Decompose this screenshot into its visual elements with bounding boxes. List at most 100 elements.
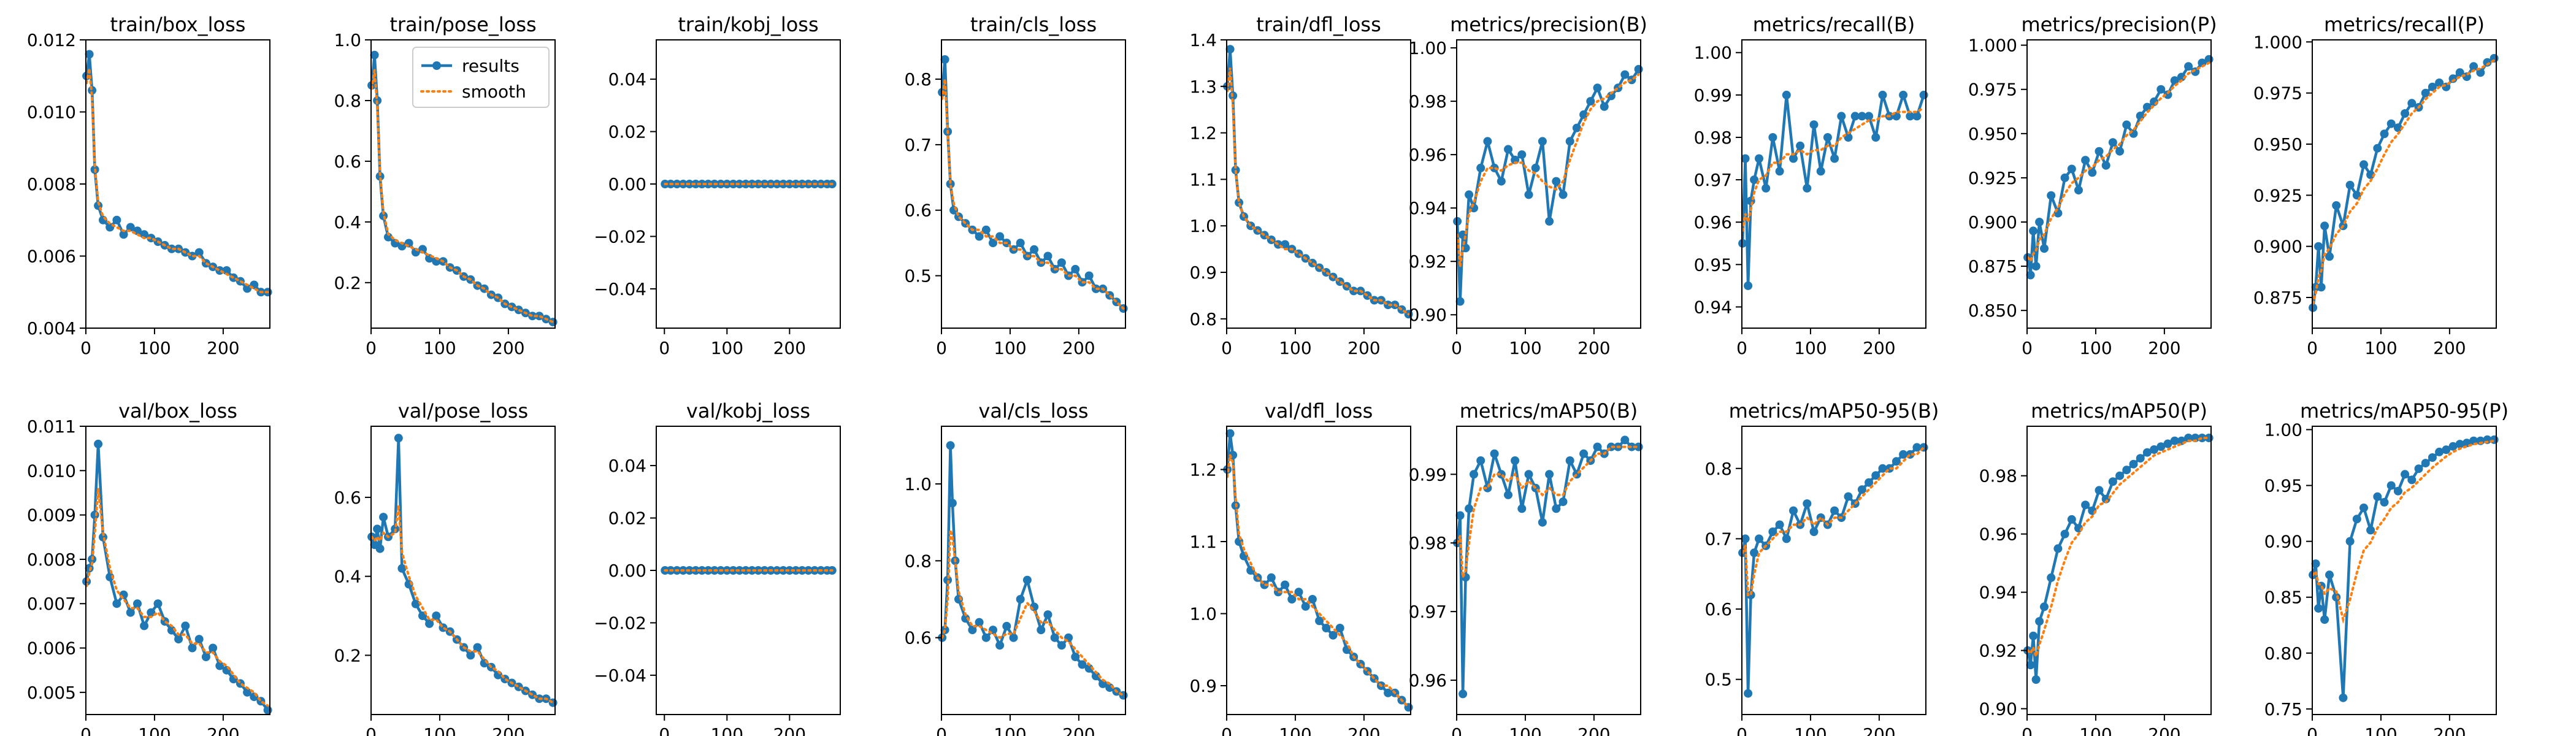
data-point	[112, 599, 121, 608]
data-point	[375, 544, 385, 553]
x-tick-label: 0	[2307, 338, 2318, 358]
data-point	[2435, 447, 2444, 456]
y-tick-label: 1.000	[1968, 36, 2017, 56]
panel-title: metrics/precision(P)	[2021, 13, 2217, 36]
data-point	[2035, 617, 2044, 626]
data-point	[1899, 450, 1908, 459]
data-point	[948, 499, 957, 508]
data-point	[188, 643, 197, 653]
y-tick-label: 1.3	[1189, 77, 1217, 97]
series-line-smooth	[2026, 61, 2210, 264]
y-tick-label: 0.4	[334, 567, 361, 587]
data-point	[153, 599, 163, 608]
data-point	[1078, 660, 1087, 669]
x-tick-label: 0	[366, 724, 377, 736]
data-point	[2040, 244, 2049, 253]
data-point	[105, 572, 115, 581]
data-point	[2380, 129, 2389, 139]
series-line-smooth	[1226, 67, 1410, 316]
x-tick-label: 200	[2148, 724, 2180, 736]
data-point	[1050, 633, 1059, 642]
series-line-results	[1225, 47, 1409, 316]
data-point	[2407, 99, 2417, 108]
legend-box	[412, 47, 550, 108]
data-point	[2088, 168, 2097, 177]
panel-title: val/cls_loss	[978, 399, 1088, 423]
data-point	[1558, 497, 1568, 507]
data-point	[2101, 161, 2110, 170]
data-point	[975, 232, 984, 241]
data-point	[2081, 500, 2090, 510]
y-tick-label: 0.950	[2253, 134, 2302, 155]
series-line-results	[85, 53, 268, 294]
data-point	[2309, 303, 2318, 312]
data-point	[367, 81, 377, 90]
series-line-results	[940, 58, 1125, 310]
y-tick-label: 0.900	[1968, 212, 2017, 232]
series-line-results	[1741, 93, 1925, 288]
y-tick-label: 0.95	[1694, 255, 1732, 275]
data-point	[1871, 471, 1880, 480]
x-tick-label: 100	[2364, 338, 2397, 358]
x-tick-label: 0	[1451, 338, 1462, 358]
y-tick-label: −0.04	[594, 665, 646, 686]
series-line-smooth	[2026, 437, 2210, 661]
x-tick-label: 0	[659, 724, 670, 736]
data-point	[2407, 475, 2417, 485]
data-point	[2332, 592, 2341, 602]
data-point	[2373, 492, 2382, 501]
axes-frame	[1226, 426, 1411, 715]
y-tick-label: 0.005	[27, 683, 76, 703]
data-point	[411, 599, 420, 608]
x-tick-label: 200	[1062, 338, 1095, 358]
x-tick-label: 0	[2307, 724, 2318, 736]
x-tick-label: 100	[1279, 724, 1311, 736]
series-line-smooth	[941, 79, 1125, 310]
y-tick-label: 0.8	[1704, 459, 1732, 479]
x-tick-label: 0	[1221, 338, 1232, 358]
data-point	[548, 698, 558, 707]
data-point	[2320, 221, 2329, 231]
y-tick-label: 0.94	[1409, 198, 1447, 218]
data-point	[791, 566, 800, 575]
axes-frame	[2026, 426, 2212, 715]
data-point	[201, 653, 210, 661]
data-point	[2380, 497, 2389, 507]
data-point	[1850, 112, 1860, 121]
panel-val-kobj-loss: val/kobj_loss 0 100 200 −0.04 −0.02 0.00 0.02 0.…	[594, 399, 841, 736]
data-point	[1091, 672, 1100, 681]
y-tick-label: 0.4	[334, 212, 361, 232]
data-point	[2122, 120, 2131, 129]
data-point	[2108, 138, 2117, 147]
data-point	[1322, 624, 1331, 632]
x-tick-label: 100	[711, 724, 743, 736]
data-point	[119, 230, 128, 239]
panel-title: train/pose_loss	[389, 13, 536, 36]
data-point	[1552, 177, 1561, 186]
data-point	[995, 232, 1005, 241]
panel-title: metrics/mAP50-95(B)	[1729, 399, 1939, 423]
data-point	[2095, 147, 2104, 156]
legend-label-smooth: smooth	[462, 82, 526, 102]
data-point	[126, 223, 135, 232]
data-point	[1782, 534, 1791, 543]
data-point	[2366, 526, 2375, 535]
y-tick-label: 0.8	[1189, 309, 1217, 329]
series-line-smooth	[1741, 106, 1925, 232]
y-tick-label: 0.90	[1979, 699, 2017, 719]
data-point	[1043, 251, 1052, 261]
data-point	[85, 564, 94, 573]
y-tick-label: 0.97	[1409, 602, 1447, 622]
data-point	[2421, 88, 2430, 98]
x-tick-label: 100	[1509, 724, 1541, 736]
data-point	[1738, 239, 1747, 248]
panel-metrics-map50-95-b: metrics/mAP50-95(B) 0 100 200 0.5 0.6 0.7 0.8	[1704, 399, 1939, 736]
y-tick-label: 0.02	[608, 508, 646, 529]
data-point	[2026, 270, 2035, 280]
series-line-smooth	[85, 488, 269, 707]
data-point	[981, 225, 991, 234]
data-point	[1857, 485, 1866, 494]
data-point	[1470, 470, 1478, 479]
y-tick-label: 0.9	[1189, 263, 1217, 283]
data-point	[1476, 163, 1485, 172]
